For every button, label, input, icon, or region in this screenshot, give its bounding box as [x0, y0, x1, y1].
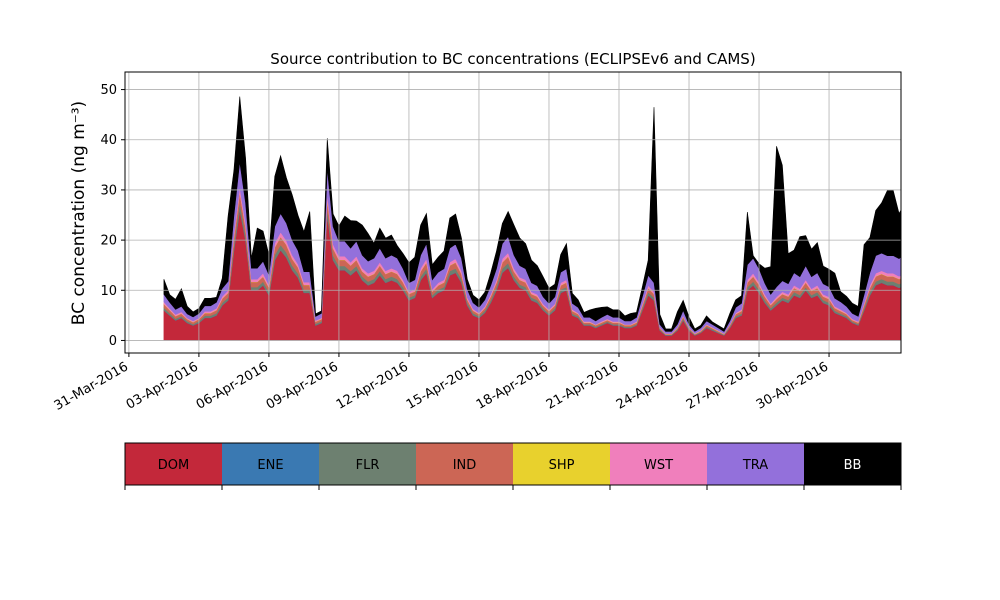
- legend-swatch-shp: [513, 443, 610, 485]
- y-axis: 0 10 20 30 40 50: [100, 83, 125, 349]
- grid-lines: [125, 72, 901, 353]
- legend-label-bb: BB: [844, 458, 862, 473]
- legend-label-wst: WST: [644, 458, 673, 473]
- legend-label-shp: SHP: [549, 458, 575, 473]
- y-tick-label: 30: [100, 183, 117, 198]
- legend-swatch-bb: [804, 443, 901, 485]
- legend-label-ind: IND: [453, 458, 477, 473]
- legend-swatch-flr: [319, 443, 416, 485]
- legend-swatch-ene: [222, 443, 319, 485]
- y-axis-label: BC concentration (ng m⁻³): [69, 101, 89, 325]
- legend-swatch-dom: [125, 443, 222, 485]
- legend-label-flr: FLR: [356, 458, 380, 473]
- colorbar-legend: DOM ENE FLR IND SHP WST TRA BB: [124, 442, 902, 490]
- legend-swatch-wst: [610, 443, 707, 485]
- area-bb: [163, 96, 901, 332]
- legend-label-ene: ENE: [257, 458, 283, 473]
- y-tick-label: 50: [100, 83, 117, 98]
- legend-label-tra: TRA: [742, 458, 768, 473]
- y-tick-label: 20: [100, 234, 117, 249]
- legend-label-dom: DOM: [158, 458, 189, 473]
- y-tick-label: 10: [100, 284, 117, 299]
- legend-swatch-tra: [707, 443, 804, 485]
- legend-swatch-ind: [416, 443, 513, 485]
- y-tick-label: 40: [100, 133, 117, 148]
- plot-frame: [124, 71, 902, 354]
- y-tick-label: 0: [109, 334, 117, 349]
- chart-title: Source contribution to BC concentrations…: [270, 50, 755, 68]
